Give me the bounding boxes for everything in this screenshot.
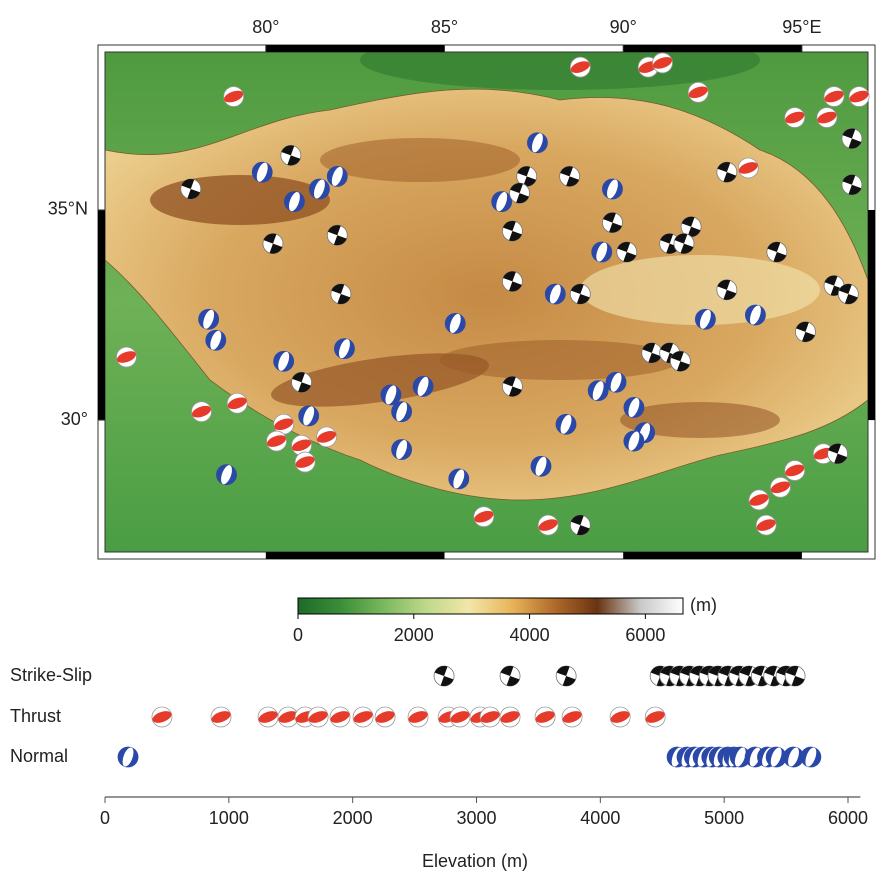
focal-mechanism — [527, 132, 547, 154]
frame-bar — [266, 552, 445, 559]
focal-mechanism — [327, 165, 347, 187]
focal-mechanism — [624, 430, 644, 452]
frame-bar — [868, 210, 875, 420]
focal-mechanism — [449, 468, 469, 490]
focal-mechanism — [545, 283, 565, 305]
focal-mechanism — [392, 401, 412, 423]
x-axis-title: Elevation (m) — [422, 851, 528, 871]
focal-mechanism — [588, 380, 608, 402]
focal-mechanism — [445, 312, 465, 334]
page: (m) Elevation (m) 80° 85° 90° 95°E 35°N 30° 0 2… — [0, 0, 879, 885]
focal-mechanism — [606, 371, 626, 393]
row-label: Thrust — [10, 706, 61, 726]
x-tick-label: 5000 — [704, 808, 744, 828]
colorbar-tick-label: 0 — [293, 625, 303, 645]
elevation-event — [118, 746, 138, 768]
focal-mechanism — [199, 308, 219, 330]
focal-mechanism — [602, 178, 622, 200]
focal-mechanism — [299, 405, 319, 427]
focal-mechanism — [252, 161, 272, 183]
focal-mechanism — [274, 350, 294, 372]
x-tick-label: 2000 — [333, 808, 373, 828]
elevation-event — [644, 707, 666, 727]
focal-mechanism — [392, 439, 412, 461]
lat-tick-label: 35°N — [48, 199, 88, 219]
focal-mechanism — [492, 191, 512, 213]
elevation-event — [210, 707, 232, 727]
focal-mechanism — [217, 464, 237, 486]
frame-bar — [98, 210, 105, 420]
high-relief — [320, 138, 520, 182]
elevation-event — [499, 707, 521, 727]
colorbar-tick-label: 6000 — [625, 625, 665, 645]
focal-mechanism — [592, 241, 612, 263]
lat-tick-label: 30° — [61, 409, 88, 429]
lon-tick-label: 85° — [431, 17, 458, 37]
colorbar-tick-label: 2000 — [394, 625, 434, 645]
lon-tick-label: 90° — [610, 17, 637, 37]
colorbar — [298, 598, 683, 614]
row-label: Normal — [10, 746, 68, 766]
focal-mechanism — [334, 338, 354, 360]
colorbar-tick-label: 4000 — [510, 625, 550, 645]
focal-mechanism — [556, 413, 576, 435]
elevation-event — [561, 707, 583, 727]
basin — [360, 30, 760, 90]
focal-mechanism — [695, 308, 715, 330]
x-tick-label: 1000 — [209, 808, 249, 828]
elevation-event — [534, 707, 556, 727]
frame-bar — [266, 45, 445, 52]
focal-mechanism — [284, 191, 304, 213]
lon-tick-label: 95°E — [782, 17, 821, 37]
elevation-event — [609, 707, 631, 727]
focal-mechanism — [531, 455, 551, 477]
frame-bar — [623, 45, 802, 52]
elevation-event — [352, 707, 374, 727]
x-tick-label: 0 — [100, 808, 110, 828]
focal-mechanism — [745, 304, 765, 326]
focal-mechanism — [206, 329, 226, 351]
x-tick-label: 3000 — [456, 808, 496, 828]
elevation-event — [801, 746, 821, 768]
colorbar-unit: (m) — [690, 595, 717, 615]
elevation-event — [553, 663, 579, 689]
focal-mechanism — [309, 178, 329, 200]
focal-mechanism — [624, 397, 644, 419]
frame-bar — [623, 552, 802, 559]
elevation-event — [151, 707, 173, 727]
elevation-event — [374, 707, 396, 727]
elevation-event — [329, 707, 351, 727]
row-label: Strike-Slip — [10, 665, 92, 685]
x-tick-label: 6000 — [828, 808, 868, 828]
elevation-event — [257, 707, 279, 727]
figure: (m) Elevation (m) 80° 85° 90° 95°E 35°N 30° 0 2… — [0, 0, 879, 885]
elevation-event — [407, 707, 429, 727]
elevation-event — [497, 663, 523, 689]
lon-tick-label: 80° — [252, 17, 279, 37]
elevation-event — [431, 663, 457, 689]
focal-mechanism — [413, 376, 433, 398]
x-tick-label: 4000 — [580, 808, 620, 828]
